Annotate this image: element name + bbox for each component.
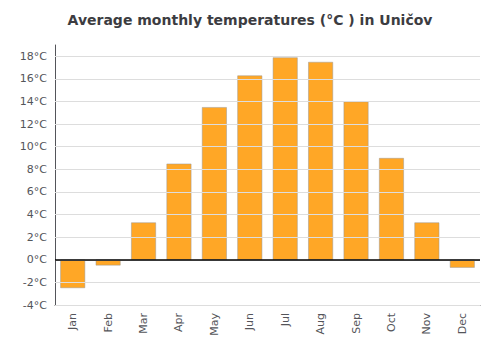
svg-text:4°C: 4°C bbox=[27, 208, 47, 221]
svg-text:10°C: 10°C bbox=[20, 140, 47, 153]
svg-text:16°C: 16°C bbox=[20, 72, 47, 85]
svg-text:0°C: 0°C bbox=[27, 253, 47, 266]
svg-text:14°C: 14°C bbox=[20, 95, 47, 108]
svg-text:Dec: Dec bbox=[456, 313, 469, 334]
svg-text:Feb: Feb bbox=[102, 313, 115, 332]
svg-text:12°C: 12°C bbox=[20, 118, 47, 131]
svg-text:May: May bbox=[208, 313, 221, 336]
svg-text:Jun: Jun bbox=[243, 313, 256, 331]
svg-text:Apr: Apr bbox=[172, 313, 185, 333]
svg-text:18°C: 18°C bbox=[20, 50, 47, 63]
svg-text:Nov: Nov bbox=[420, 313, 433, 335]
svg-text:-2°C: -2°C bbox=[23, 276, 47, 289]
svg-text:Sep: Sep bbox=[350, 313, 363, 334]
svg-text:-4°C: -4°C bbox=[23, 299, 47, 312]
svg-text:2°C: 2°C bbox=[27, 231, 47, 244]
svg-text:Mar: Mar bbox=[137, 313, 150, 334]
svg-text:Oct: Oct bbox=[385, 312, 398, 332]
svg-text:6°C: 6°C bbox=[27, 185, 47, 198]
svg-text:8°C: 8°C bbox=[27, 163, 47, 176]
svg-text:Aug: Aug bbox=[314, 313, 327, 334]
svg-text:Average monthly temperatures (: Average monthly temperatures (°C ) in Un… bbox=[68, 12, 433, 28]
svg-text:Jan: Jan bbox=[66, 313, 79, 331]
svg-text:Jul: Jul bbox=[279, 313, 292, 327]
